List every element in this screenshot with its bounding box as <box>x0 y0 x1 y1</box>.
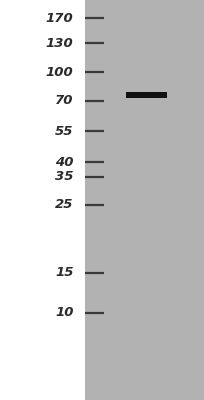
Text: 70: 70 <box>55 94 73 107</box>
Text: 170: 170 <box>46 12 73 24</box>
Bar <box>85 0 204 400</box>
Text: 15: 15 <box>55 266 73 279</box>
Text: 35: 35 <box>55 170 73 183</box>
Text: 130: 130 <box>46 37 73 50</box>
Text: 55: 55 <box>55 125 73 138</box>
Text: 100: 100 <box>46 66 73 78</box>
Text: 40: 40 <box>55 156 73 169</box>
Text: 10: 10 <box>55 306 73 319</box>
Text: 25: 25 <box>55 198 73 211</box>
Bar <box>126 92 167 98</box>
